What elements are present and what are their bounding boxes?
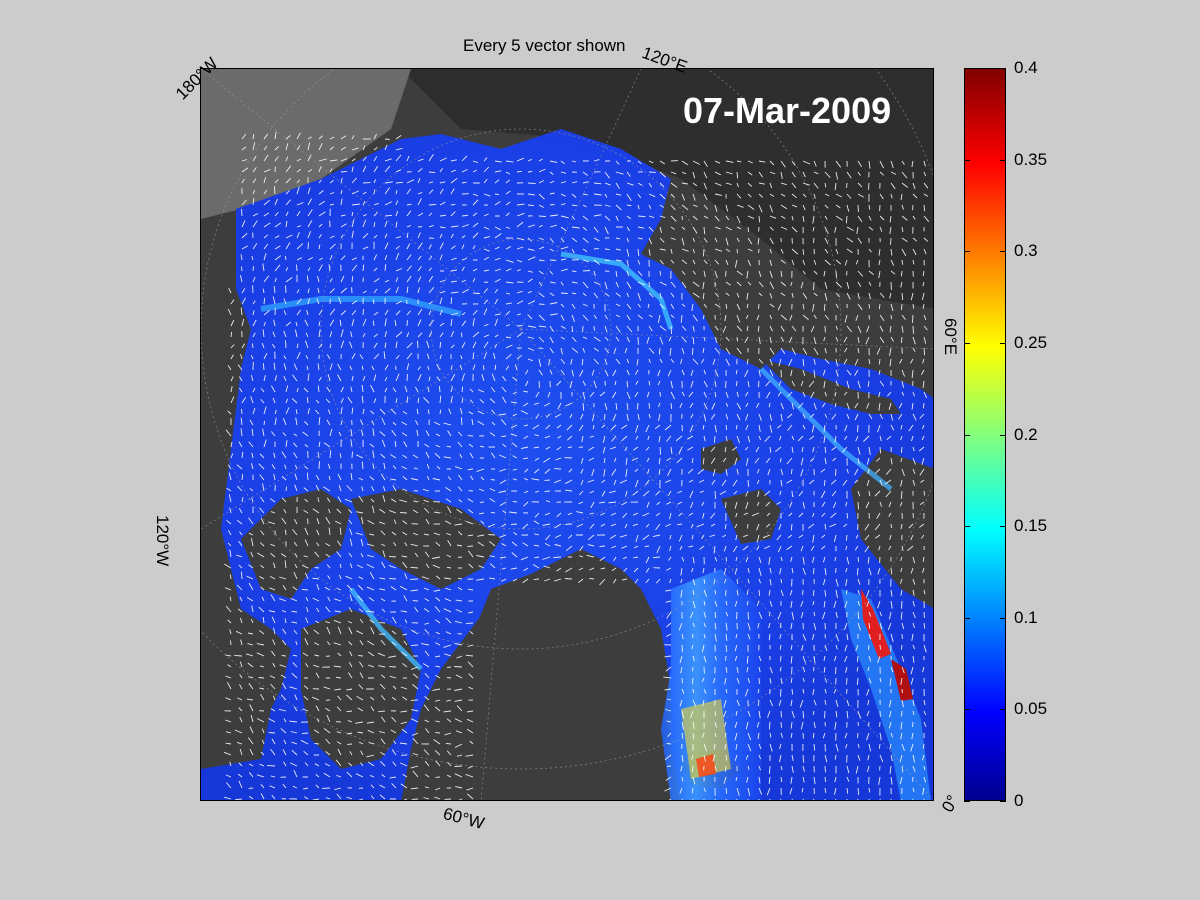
colorbar-tick-mark [964, 526, 970, 528]
lon-label-0: 0° [938, 791, 963, 816]
colorbar-tick-mark [1000, 251, 1006, 253]
colorbar-tick-label: 0.15 [1014, 516, 1048, 536]
date-stamp: 07-Mar-2009 [683, 90, 892, 131]
colorbar-tick-label: 0.35 [1014, 149, 1048, 169]
greenland-land [471, 559, 681, 800]
arctic-map [200, 68, 934, 801]
franz-josef-land [701, 439, 741, 474]
labrador-land [201, 669, 271, 769]
nares-strait [349, 587, 423, 671]
colorbar-tick-mark [1000, 709, 1006, 711]
colorbar-tick-mark [1000, 68, 1006, 69]
red-patch [696, 754, 716, 777]
colorbar-tick-mark [964, 801, 970, 802]
siberia-land [401, 69, 933, 309]
lon-label-120w: 120°W [153, 515, 172, 567]
colorbar-tick-label: 0 [1014, 791, 1024, 810]
colorbar-tick-label: 0.2 [1014, 424, 1038, 444]
colorbar-tick-mark [964, 159, 970, 161]
high-speed-core [861, 589, 891, 659]
colorbar-tick-mark [1000, 617, 1006, 619]
lon-label-60e: 60°E [941, 318, 960, 356]
coastal-band-barents [759, 367, 893, 491]
colorbar-tick-mark [964, 342, 970, 344]
coastal-band-siberia [560, 251, 674, 330]
colorbar-tick-label: 0.1 [1014, 607, 1038, 627]
colorbar-tick-mark [964, 68, 970, 69]
colorbar-tick-label: 0.05 [1014, 699, 1048, 719]
colorbar-tick-mark [1000, 526, 1006, 528]
colorbar-tick-mark [964, 434, 970, 436]
colorbar-tick-mark [964, 709, 970, 711]
high-speed-band [841, 589, 931, 800]
ice-drift-vectors [223, 131, 930, 800]
colorbar-tick-mark [964, 251, 970, 253]
ellesmere-island [351, 489, 501, 589]
colorbar-tick-label: 0.3 [1014, 241, 1038, 261]
yellow-patch [681, 699, 731, 779]
baffin-island [301, 609, 421, 769]
vector-arrows [223, 131, 930, 800]
colorbar-tick-label: 0.4 [1014, 58, 1038, 77]
plot-title: Every 5 vector shown [463, 36, 626, 55]
colorbar-tick-mark [1000, 159, 1006, 161]
colorbar-tick-label: 0.25 [1014, 332, 1048, 352]
colorbar-tick-mark [1000, 801, 1006, 802]
coastal-band-alaska [260, 296, 462, 317]
map-canvas [201, 69, 933, 800]
lon-label-60w: 60°W [441, 804, 487, 834]
colorbar-tick-mark [1000, 434, 1006, 436]
svalbard-land [721, 489, 781, 544]
novaya-zemlya-land [761, 359, 901, 414]
colorbar-tick-mark [1000, 342, 1006, 344]
colorbar-tick-mark [964, 617, 970, 619]
graticule [201, 69, 933, 800]
